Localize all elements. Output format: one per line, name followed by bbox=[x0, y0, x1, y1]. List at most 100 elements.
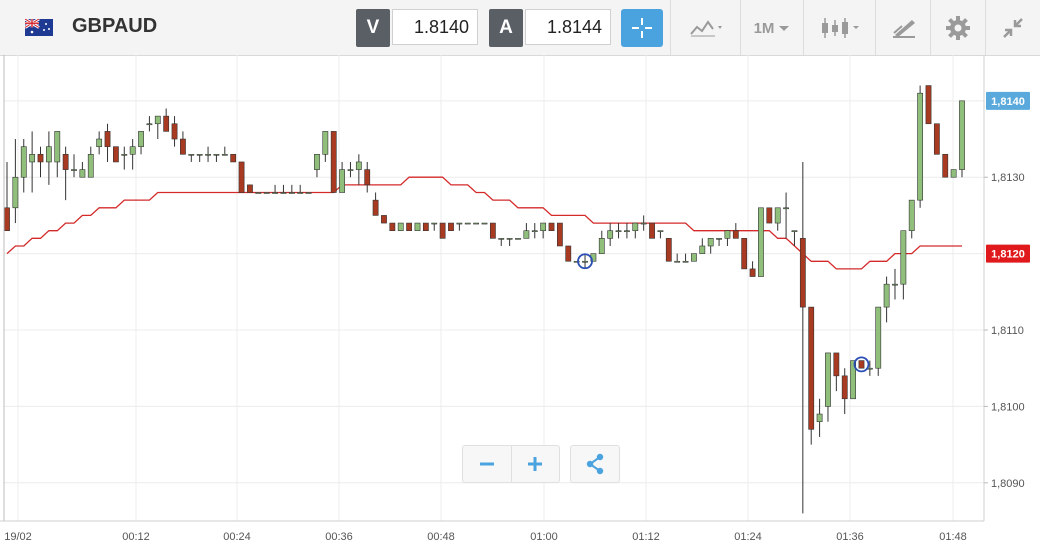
candle bbox=[29, 131, 36, 193]
candle bbox=[841, 368, 848, 415]
candle bbox=[280, 184, 287, 194]
candle-body bbox=[925, 85, 932, 125]
sell-button[interactable]: V bbox=[356, 9, 390, 47]
candle bbox=[297, 184, 304, 194]
candle-body bbox=[732, 230, 739, 239]
candle bbox=[339, 161, 345, 193]
candle bbox=[288, 184, 295, 194]
candle-body bbox=[548, 222, 555, 232]
zoom-in-button[interactable] bbox=[510, 446, 560, 482]
candle-body bbox=[707, 238, 714, 247]
x-tick-label: 01:12 bbox=[632, 531, 660, 543]
candle bbox=[565, 245, 572, 262]
candle bbox=[272, 184, 278, 194]
candle bbox=[799, 161, 806, 514]
candle-body bbox=[632, 222, 639, 232]
drawing-tools-button[interactable] bbox=[882, 8, 926, 48]
share-icon bbox=[586, 453, 604, 475]
candle-body bbox=[833, 352, 840, 377]
candle bbox=[816, 398, 823, 437]
candle bbox=[833, 352, 840, 392]
candle-body bbox=[221, 154, 228, 156]
candle bbox=[104, 123, 111, 162]
candle bbox=[649, 222, 655, 239]
buy-button[interactable]: A bbox=[489, 9, 523, 47]
candle-body bbox=[892, 283, 898, 286]
candles-layer bbox=[4, 85, 965, 514]
candle bbox=[682, 253, 689, 263]
candle bbox=[330, 131, 337, 193]
chart-type-button[interactable] bbox=[682, 8, 732, 48]
crosshair-button[interactable] bbox=[621, 9, 663, 47]
candle-body bbox=[29, 154, 36, 163]
candle-body bbox=[104, 131, 111, 147]
candle bbox=[355, 154, 362, 185]
candlestick-chart[interactable]: 19/02 00:12 00:24 00:36 00:48 01:00 01:12 01:24… bbox=[0, 55, 1040, 554]
candle bbox=[372, 192, 379, 216]
candle-body bbox=[665, 238, 672, 262]
chart-grid bbox=[4, 55, 984, 521]
candle bbox=[959, 100, 965, 178]
candle-body bbox=[87, 154, 94, 178]
candle bbox=[624, 223, 630, 239]
x-tick-label: 01:48 bbox=[939, 531, 967, 543]
candle bbox=[406, 222, 413, 232]
candle-body bbox=[330, 131, 337, 193]
candle-body bbox=[841, 375, 848, 400]
ma-price-tag: 1,8120 bbox=[986, 244, 1030, 263]
collapse-button[interactable] bbox=[993, 8, 1033, 48]
candle bbox=[431, 222, 438, 231]
candle-body bbox=[339, 169, 345, 193]
candle bbox=[783, 192, 789, 239]
candle bbox=[37, 146, 44, 178]
candle-body bbox=[62, 154, 69, 170]
candle bbox=[129, 139, 136, 170]
candle-body bbox=[758, 207, 764, 277]
candle bbox=[766, 207, 773, 224]
candle-body bbox=[280, 192, 287, 194]
plus-icon bbox=[528, 457, 543, 471]
x-tick-label: 19/02 bbox=[4, 531, 32, 543]
candle bbox=[397, 222, 404, 232]
trade-marker bbox=[853, 356, 870, 373]
candle-body bbox=[858, 360, 865, 369]
candle bbox=[791, 230, 798, 246]
candle-body bbox=[875, 306, 882, 369]
candle bbox=[439, 222, 446, 239]
candle-body bbox=[12, 176, 19, 209]
candle bbox=[12, 139, 19, 224]
current-price-tag-box bbox=[986, 91, 1030, 110]
candle bbox=[615, 223, 622, 239]
candle bbox=[858, 360, 865, 369]
candle-body bbox=[540, 222, 547, 232]
candle bbox=[825, 352, 831, 422]
candle-body bbox=[724, 230, 731, 239]
zoom-out-button[interactable] bbox=[463, 446, 511, 482]
candle-body bbox=[456, 222, 463, 225]
candle bbox=[322, 131, 329, 162]
y-tick-label: 1,8130 bbox=[991, 172, 1025, 184]
settings-button[interactable] bbox=[938, 8, 978, 48]
share-button[interactable] bbox=[570, 445, 620, 483]
candle-style-button[interactable] bbox=[812, 8, 868, 48]
candle-body bbox=[481, 222, 488, 225]
candle-body bbox=[942, 154, 949, 178]
timeframe-selector[interactable]: 1M bbox=[748, 8, 796, 48]
candle bbox=[154, 115, 161, 140]
x-tick-label: 00:24 bbox=[223, 531, 251, 543]
candle-body bbox=[464, 222, 471, 225]
candle-body bbox=[263, 192, 270, 194]
candle bbox=[230, 154, 237, 163]
candle bbox=[414, 222, 421, 232]
candle-body bbox=[808, 306, 815, 430]
candle bbox=[305, 192, 312, 194]
candle-body bbox=[682, 260, 689, 263]
candle-body bbox=[305, 192, 312, 194]
candle bbox=[942, 154, 949, 178]
ma-price-tag-box bbox=[986, 244, 1030, 263]
gbp-aud-flag-icon bbox=[25, 19, 53, 36]
candle bbox=[364, 161, 371, 193]
candle-body bbox=[71, 169, 77, 171]
candle-body bbox=[272, 192, 278, 194]
candle bbox=[489, 222, 496, 239]
